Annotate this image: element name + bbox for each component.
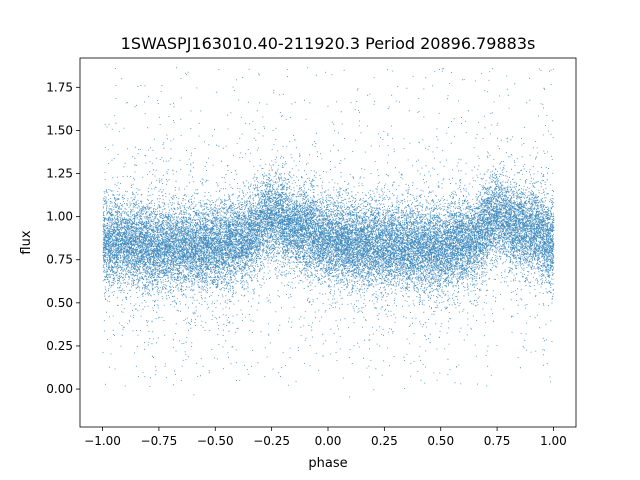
- y-tick-label: 1.75: [46, 80, 73, 94]
- x-tick-label: 0.25: [371, 434, 398, 448]
- scatter-points: [102, 67, 555, 398]
- plot-frame: [79, 57, 577, 428]
- y-axis-ticks: 0.00 0.25 0.50 0.75 1.00 1.25 1.50 1.75: [46, 80, 80, 396]
- y-tick-label: 0.50: [46, 296, 73, 310]
- y-tick-label: 1.25: [46, 167, 73, 181]
- x-tick-label: −0.50: [197, 434, 234, 448]
- x-tick-label: 0.50: [427, 434, 454, 448]
- x-tick-label: −1.00: [84, 434, 121, 448]
- y-tick-label: 1.00: [46, 210, 73, 224]
- x-tick-label: 1.00: [540, 434, 567, 448]
- y-tick-label: 0.75: [46, 253, 73, 267]
- x-tick-label: 0.75: [484, 434, 511, 448]
- x-axis-label: phase: [308, 456, 347, 471]
- x-tick-label: 0.00: [315, 434, 342, 448]
- y-axis-label: flux: [19, 230, 34, 254]
- chart-title: 1SWASPJ163010.40-211920.3 Period 20896.7…: [121, 34, 536, 53]
- x-tick-label: −0.75: [141, 434, 178, 448]
- x-tick-label: −0.25: [253, 434, 290, 448]
- y-tick-label: 1.50: [46, 123, 73, 137]
- y-tick-label: 0.00: [46, 382, 73, 396]
- flux-points: [102, 67, 555, 398]
- y-tick-label: 0.25: [46, 339, 73, 353]
- x-axis-ticks: −1.00 −0.75 −0.50 −0.25 0.00 0.25 0.50 0.75 1.00: [84, 427, 567, 448]
